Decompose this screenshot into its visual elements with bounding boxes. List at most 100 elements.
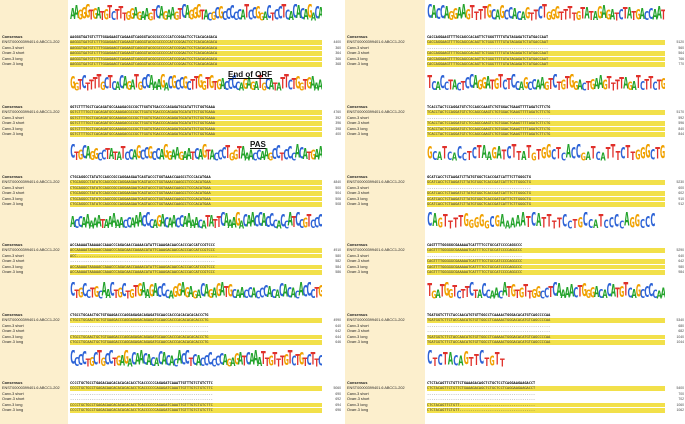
logo-letter: C — [552, 282, 558, 302]
logo-letter: G — [100, 81, 106, 94]
sequence-text: ----------------------------------------… — [70, 259, 215, 264]
sequence-row: GCATCACCTCTAAGATCTTATGTGGCTCACCGATCATTTC… — [427, 191, 665, 196]
logo-letter: C — [118, 74, 125, 94]
logo-letter: T — [547, 77, 554, 94]
logo-letter: A — [85, 145, 91, 164]
row-label: Consensus — [347, 381, 368, 385]
position-number: 912 — [678, 201, 684, 206]
logo-letter: G — [577, 216, 583, 232]
logo-letter: G — [215, 282, 222, 302]
logo-letter: G — [92, 7, 98, 24]
logo-letter: A — [140, 10, 146, 24]
sequence-row: CTGCAGGCCTATATCCAGCCGCCAGGAAGAATCAGTACCC… — [70, 202, 322, 207]
row-label: Canx-3 long — [347, 56, 368, 61]
logo-letter: G — [210, 11, 217, 24]
logo-letter: C — [510, 74, 516, 94]
logo-letter: G — [188, 9, 194, 24]
row-label: Canx-3 short — [2, 391, 24, 396]
logo-letter: A — [495, 9, 501, 24]
logo-letter: C — [255, 290, 261, 302]
position-number-list: 5230 600 602 910 912 — [666, 180, 684, 207]
logo-letter: A — [144, 7, 150, 24]
logo-letter: T — [427, 74, 433, 94]
logo-letter: C — [286, 286, 292, 302]
row-label: Ovarr-3 short — [2, 191, 25, 196]
logo-letter: C — [643, 10, 650, 24]
logo-letter: G — [77, 149, 84, 164]
position-number: 1062 — [676, 407, 684, 412]
logo-letter: C — [446, 151, 453, 164]
logo-letter: T — [447, 220, 454, 232]
logo-letter: T — [567, 5, 573, 24]
logo-letter: G — [176, 282, 182, 302]
logo-letter: C — [298, 146, 305, 164]
logo-letter: G — [81, 6, 87, 24]
logo-letter: G — [255, 5, 261, 24]
logo-letter: G — [602, 79, 608, 94]
sequence-text: CTGCAGGCCTATATCCAGCCGCCAGGAAGAATCAGTACCC… — [70, 175, 211, 179]
logo-letter: G — [629, 216, 635, 232]
logo-letter: A — [303, 8, 309, 24]
row-label: Consensus — [347, 105, 368, 109]
logo-letter: C — [271, 147, 277, 164]
logo-letter: C — [608, 216, 614, 232]
position-number: 400 — [335, 131, 341, 136]
sequence-text: CAGTTTTGGGGGCGAAAAATCATTTTCCTGCCATCCCCAG… — [427, 243, 523, 247]
row-label: Canx-3 short — [2, 323, 24, 328]
sequence-row: AAGGGTGATGTCTTTGGAGAAGTCAGAAGTCAGGGTACGC… — [70, 62, 322, 67]
logo-letter: C — [427, 4, 433, 24]
row-label: Ovarr-3 long — [2, 201, 24, 206]
row-label: Consensus — [2, 105, 23, 109]
row-label: Ovarr-3 short — [347, 51, 370, 56]
logo-letter: G — [568, 74, 575, 94]
logo-letter: G — [443, 282, 450, 302]
logo-letter: C — [443, 81, 450, 94]
logo-letter: C — [437, 353, 443, 370]
logo-letter: A — [584, 6, 590, 24]
logo-letter: A — [294, 144, 301, 164]
row-label-list: Consensus ENST00000399401.6 ABCC1-202 Canx… — [2, 243, 68, 275]
logo-letter: A — [539, 76, 546, 94]
logo-letter: C — [227, 77, 233, 94]
logo-letter: A — [140, 282, 147, 302]
position-number: 1044 — [676, 339, 684, 344]
sequence-text: CTGCAGGCCTATATCCAGCCGCCAGGAAGAATCAGTACCC… — [70, 185, 211, 190]
logo-letter: C — [145, 74, 151, 94]
row-label: Canx-3 short — [347, 391, 369, 396]
logo-letter: T — [656, 79, 662, 94]
logo-letter: C — [178, 76, 185, 94]
logo-letter: T — [614, 287, 621, 302]
sequence-text: ACCAAAAATAAAAACCAAACCCAGACAACCAAAACATATT… — [70, 248, 215, 253]
logo-letter: G — [463, 350, 469, 370]
logo-letter: A — [295, 4, 302, 24]
position-number-list: 4400 360 364 366 368 — [323, 40, 341, 67]
logo-letter: C — [148, 218, 155, 232]
sequence-text: CACCAGGAAGTTTTGCAGCCACAGTTCTGGGTTTTGTATA… — [427, 35, 549, 39]
row-label: ENST00000399401.6 ABCC1-202 — [347, 110, 405, 115]
logo-letter: C — [178, 214, 185, 232]
logo-letter: G — [227, 283, 233, 302]
logo-letter: C — [73, 218, 80, 232]
logo-letter: G — [201, 80, 207, 94]
logo-letter: T — [514, 289, 521, 302]
logo-letter: C — [427, 350, 433, 370]
logo-letter: A — [176, 350, 183, 370]
position-number: 984 — [678, 269, 684, 274]
logo-letter: C — [81, 350, 87, 370]
logo-letter: C — [598, 288, 604, 302]
logo-letter: C — [151, 150, 157, 164]
logo-letter: G — [522, 76, 529, 94]
row-label: Canx-3 long — [2, 402, 23, 407]
logo-letter: G — [137, 81, 143, 94]
logo-letter: A — [159, 148, 165, 164]
sequence-row: CTGCCTGCAACTGCTGTGAAGACCCAGGAGAGACAGAGAT… — [70, 334, 322, 340]
logo-letter: A — [111, 212, 117, 232]
logo-letter: T — [478, 8, 484, 24]
logo-letter: G — [103, 8, 109, 24]
logo-letter: C — [560, 152, 567, 164]
sequence-row: GCATCACCTCTAAGATCTTATGTGGCTCACCGATCATTTC… — [427, 196, 665, 202]
logo-letter: T — [447, 79, 454, 94]
logo-letter: A — [88, 220, 95, 232]
